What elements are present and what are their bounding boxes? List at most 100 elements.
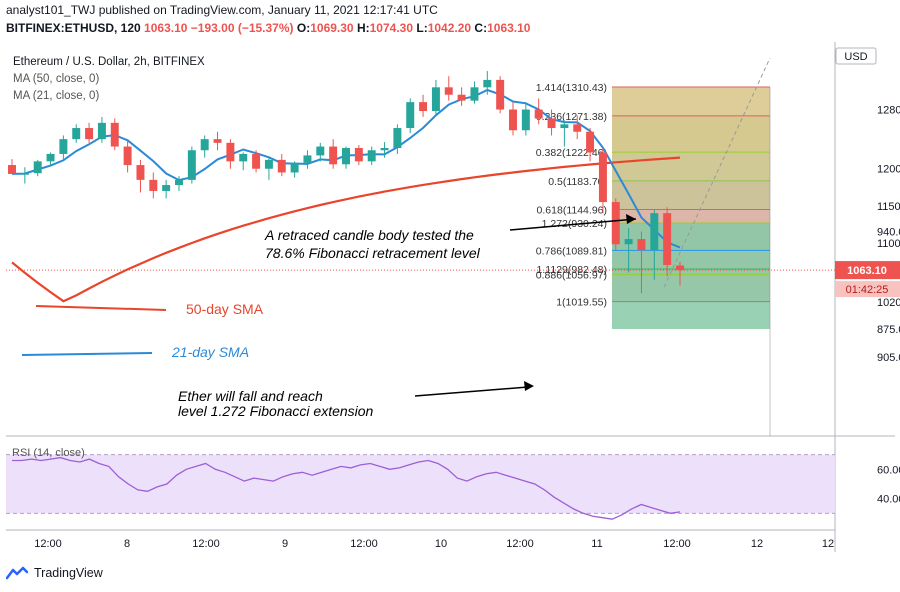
fib-zone-3 — [612, 180, 770, 210]
candle-37 — [483, 79, 492, 88]
rsi-tick-1: 60.00 — [877, 464, 900, 476]
candle-23 — [303, 155, 312, 163]
high-label: H: — [356, 21, 370, 35]
candle-4 — [59, 139, 68, 154]
annotation-21sma: 21-day SMA — [171, 344, 249, 360]
candle-1 — [20, 173, 29, 175]
last-price: 1063.10 — [144, 21, 188, 35]
open-label: O: — [296, 21, 311, 35]
candle-16 — [213, 139, 222, 143]
fib-trend-line — [663, 57, 771, 288]
candle-35 — [457, 94, 466, 101]
tradingview-footer[interactable]: TradingView — [6, 566, 103, 580]
x-tick-1: 8 — [124, 538, 130, 550]
candle-46 — [598, 152, 607, 203]
candle-13 — [175, 179, 183, 186]
annotation-ext-arrowhead — [524, 381, 534, 391]
candle-0 — [8, 165, 16, 174]
candle-20 — [264, 159, 273, 169]
candle-3 — [46, 153, 55, 162]
candle-14 — [187, 150, 196, 180]
candle-2 — [33, 161, 42, 174]
candle-45 — [586, 131, 595, 153]
candle-18 — [239, 153, 248, 162]
legend-ma21-swatch — [21, 352, 153, 356]
candle-7 — [97, 122, 106, 140]
candle-41 — [534, 109, 543, 119]
x-tick-7: 11 — [591, 538, 602, 550]
fib-label-8: 1.1129(982.48) — [537, 264, 607, 276]
candle-47 — [611, 202, 620, 245]
rsi-title: RSI (14, close) — [12, 447, 85, 459]
fib-zone-9 — [612, 223, 770, 329]
price-change: −193.00 (−15.37%) — [190, 21, 294, 35]
header: analyst101_TWJ published on TradingView.… — [0, 0, 900, 40]
candle-17 — [226, 142, 235, 162]
candle-21 — [277, 159, 286, 173]
y-tick-8: 1200.00 — [877, 164, 900, 176]
candle-30 — [393, 128, 402, 149]
y-tick-6: 1100.00 — [877, 238, 900, 250]
candle-49 — [637, 239, 646, 251]
fib-zone-2 — [612, 152, 770, 181]
y-tick-1: 905.00 — [877, 352, 900, 364]
close-label: C: — [474, 21, 488, 35]
annotation-78-arrow — [509, 218, 637, 231]
footer-brand: TradingView — [34, 566, 103, 580]
candle-36 — [470, 87, 479, 101]
high-value: 1074.30 — [369, 21, 414, 35]
candle-26 — [342, 148, 350, 165]
fib-label-0: 1.414(1310.43) — [536, 82, 607, 94]
candle-25 — [329, 146, 338, 165]
open-value: 1069.30 — [310, 21, 354, 35]
x-tick-6: 12:00 — [506, 538, 534, 550]
candle-9 — [123, 146, 132, 166]
candle-19 — [252, 153, 261, 169]
candle-31 — [406, 102, 415, 129]
candle-28 — [367, 150, 376, 162]
candle-29 — [380, 148, 389, 151]
candle-5 — [72, 128, 81, 140]
x-tick-2: 12:00 — [192, 538, 220, 550]
rsi-tick-0: 40.00 — [877, 494, 900, 506]
annotation-78-line2: 78.6% Fibonacci retracement level — [265, 245, 481, 261]
candle-33 — [431, 87, 440, 112]
candle-51 — [663, 213, 672, 265]
price-chart[interactable]: 1.414(1310.43) 0.236(1271.38) 0.382(1222.4… — [0, 40, 900, 564]
candle-27 — [354, 148, 363, 162]
annotation-ext-arrow — [414, 386, 529, 397]
candle-40 — [521, 109, 530, 131]
y-tick-2: 940.00 — [877, 227, 900, 239]
x-tick-5: 10 — [435, 538, 447, 550]
candle-8 — [110, 122, 119, 147]
close-value: 1063.10 — [487, 21, 531, 35]
candle-48 — [624, 239, 633, 245]
annotation-ext-line2: level 1.272 Fibonacci extension — [178, 403, 374, 419]
fib-zone-1 — [612, 115, 770, 153]
x-tick-3: 9 — [282, 538, 288, 550]
ma50-line — [11, 156, 681, 303]
candle-15 — [200, 139, 209, 151]
annotation-ext-line1: Ether will fall and reach — [178, 388, 323, 404]
candle-39 — [509, 109, 517, 131]
annotation-78-line1: A retraced candle body tested the — [264, 227, 474, 243]
candle-6 — [85, 128, 94, 140]
currency-label: USD — [844, 51, 867, 63]
legend-ma21: MA (21, close, 0) — [13, 90, 100, 102]
price-tag — [835, 261, 900, 280]
symbol-ohlc: BITFINEX:ETHUSD, 120 1063.10 −193.00 (−1… — [6, 21, 530, 35]
chart-legend: Ethereum / U.S. Dollar, 2h, BITFINEX MA … — [13, 54, 205, 105]
legend-ma50: MA (50, close, 0) — [13, 73, 100, 85]
candle-12 — [162, 185, 171, 191]
x-tick-8: 12:00 — [663, 538, 691, 550]
y-tick-7: 1150.00 — [877, 201, 900, 213]
fib-label-2: 0.382(1222.46) — [536, 147, 607, 159]
candle-10 — [136, 165, 145, 180]
candle-32 — [419, 102, 428, 112]
fib-label-1: 0.236(1271.38) — [536, 111, 607, 123]
annotation-50sma: 50-day SMA — [186, 301, 264, 317]
x-tick-0: 12:00 — [34, 538, 62, 550]
low-label: L: — [416, 21, 428, 35]
x-tick-9: 12 — [751, 538, 763, 550]
y-tick-4: 1020.00 — [877, 297, 900, 309]
